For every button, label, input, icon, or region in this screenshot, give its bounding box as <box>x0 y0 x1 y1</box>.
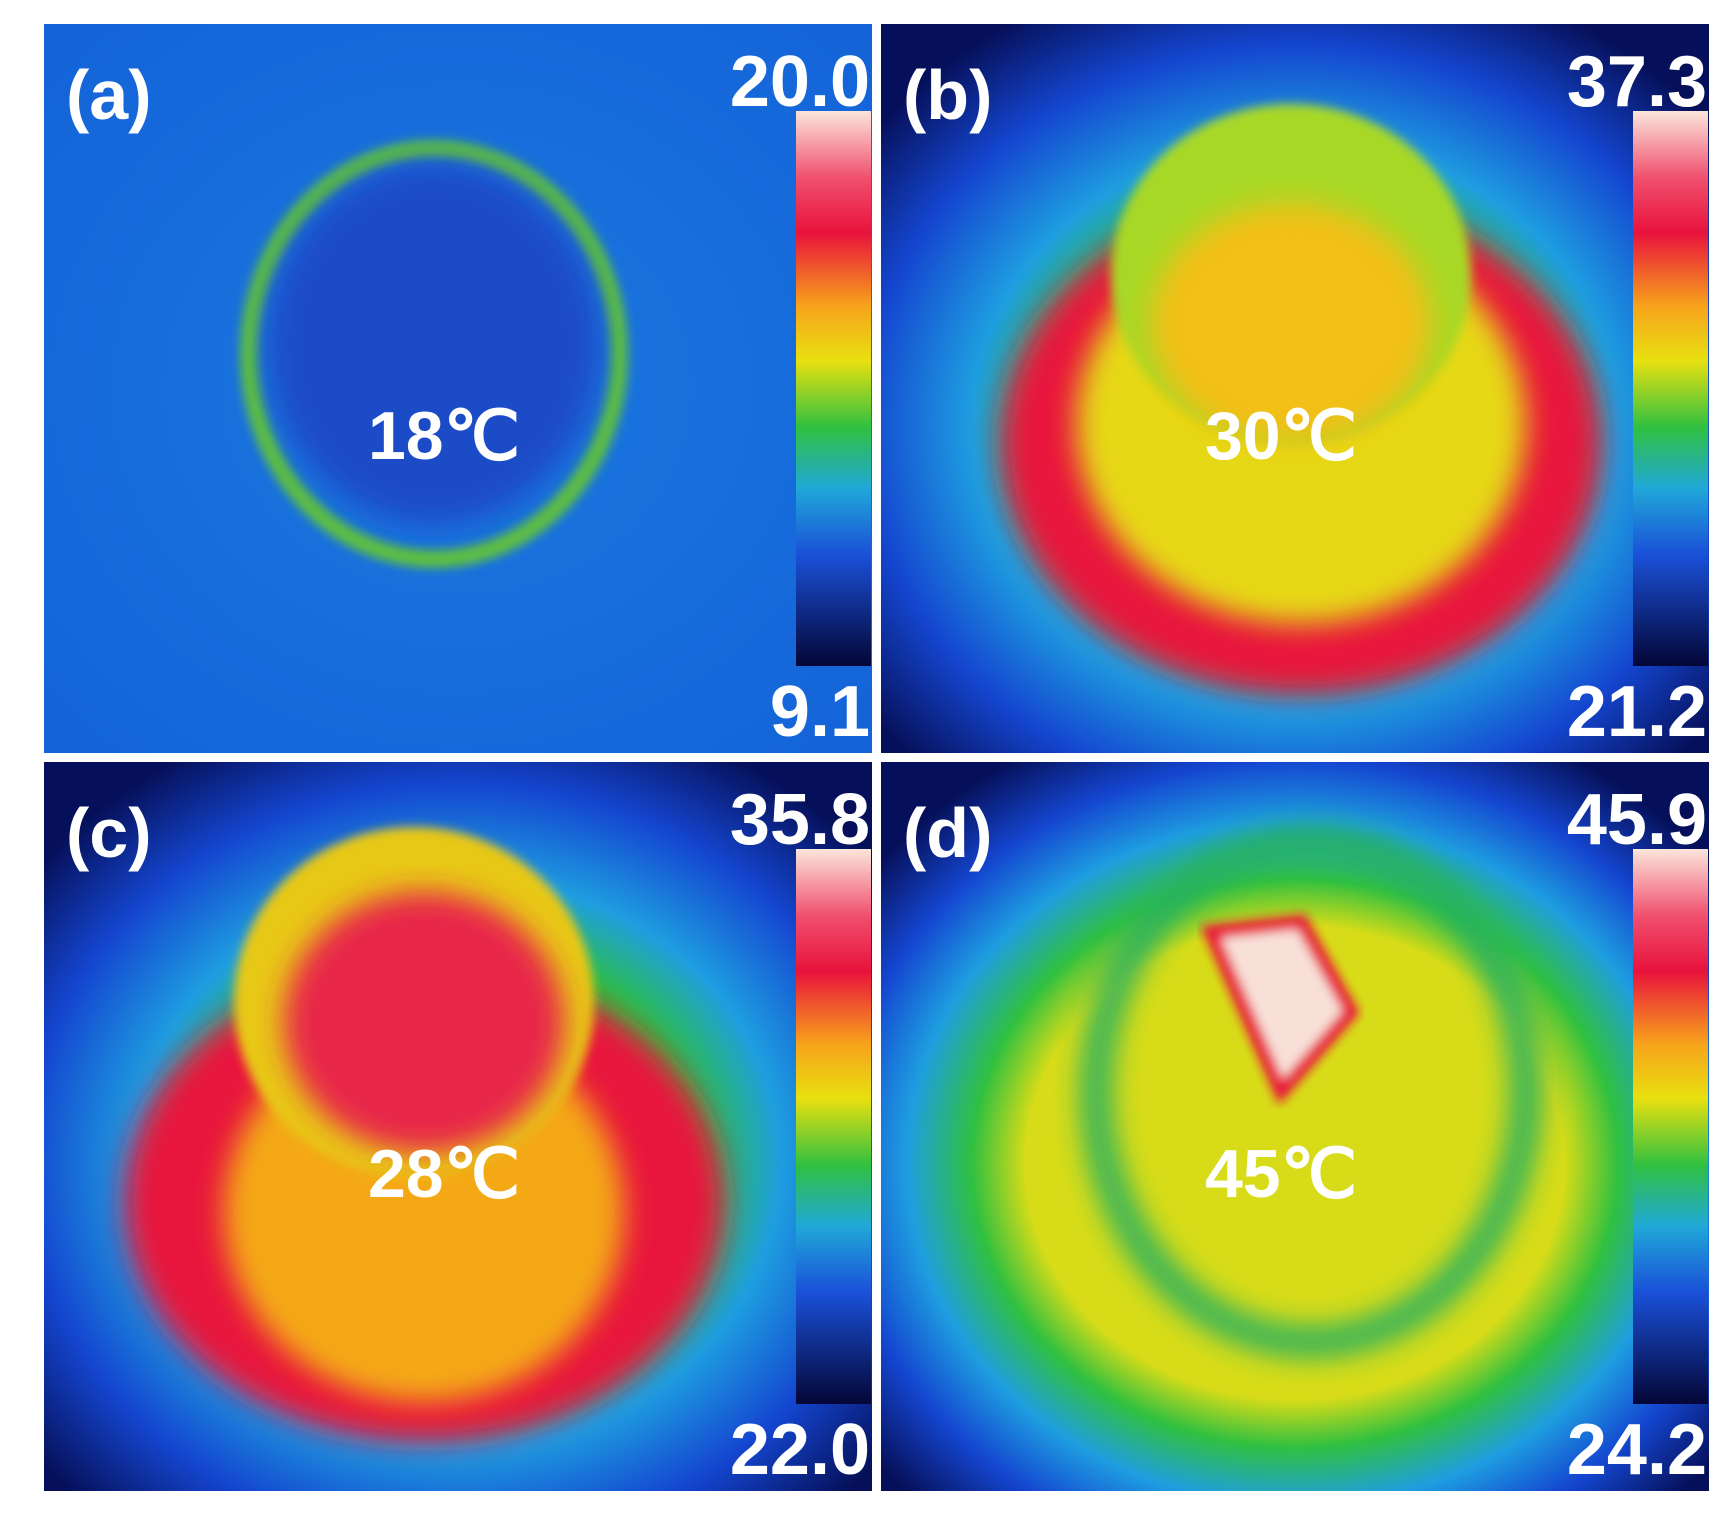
colorbar-min: 9.1 <box>770 672 870 752</box>
colorbar-max: 35.8 <box>730 780 870 860</box>
center-temperature: 18℃ <box>368 398 520 474</box>
thermal-panel: (a) 20.0 9.1 18℃ <box>44 24 872 753</box>
panel-label: (c) <box>66 794 152 872</box>
thermal-panel: (d) 45.9 24.2 45℃ <box>881 762 1709 1491</box>
center-temperature: 28℃ <box>368 1136 520 1212</box>
cup-rim <box>240 140 628 568</box>
cup-inner <box>269 164 599 524</box>
cup-ring <box>1081 827 1541 1357</box>
colorbar-max: 45.9 <box>1567 780 1707 860</box>
thermal-background <box>881 762 1709 1491</box>
center-temperature: 45℃ <box>1205 1136 1357 1212</box>
thermal-panel: (c) 35.8 22.0 28℃ <box>44 762 872 1491</box>
colorbar <box>1633 849 1708 1404</box>
colorbar-max: 37.3 <box>1567 42 1707 122</box>
colorbar-min: 21.2 <box>1567 672 1707 752</box>
cup-inner <box>284 892 564 1152</box>
colorbar-min: 24.2 <box>1567 1410 1707 1490</box>
colorbar-min: 22.0 <box>730 1410 870 1490</box>
colorbar <box>796 849 871 1404</box>
thermal-panel: (b) 37.3 21.2 30℃ <box>881 24 1709 753</box>
colorbar-max: 20.0 <box>730 42 870 122</box>
panel-label: (a) <box>66 56 152 134</box>
colorbar <box>796 111 871 666</box>
panel-label: (b) <box>903 56 992 134</box>
cup-inner <box>1151 204 1431 444</box>
center-temperature: 30℃ <box>1205 398 1357 474</box>
panel-label: (d) <box>903 794 992 872</box>
hot-spot <box>1200 914 1360 1105</box>
colorbar <box>1633 111 1708 666</box>
